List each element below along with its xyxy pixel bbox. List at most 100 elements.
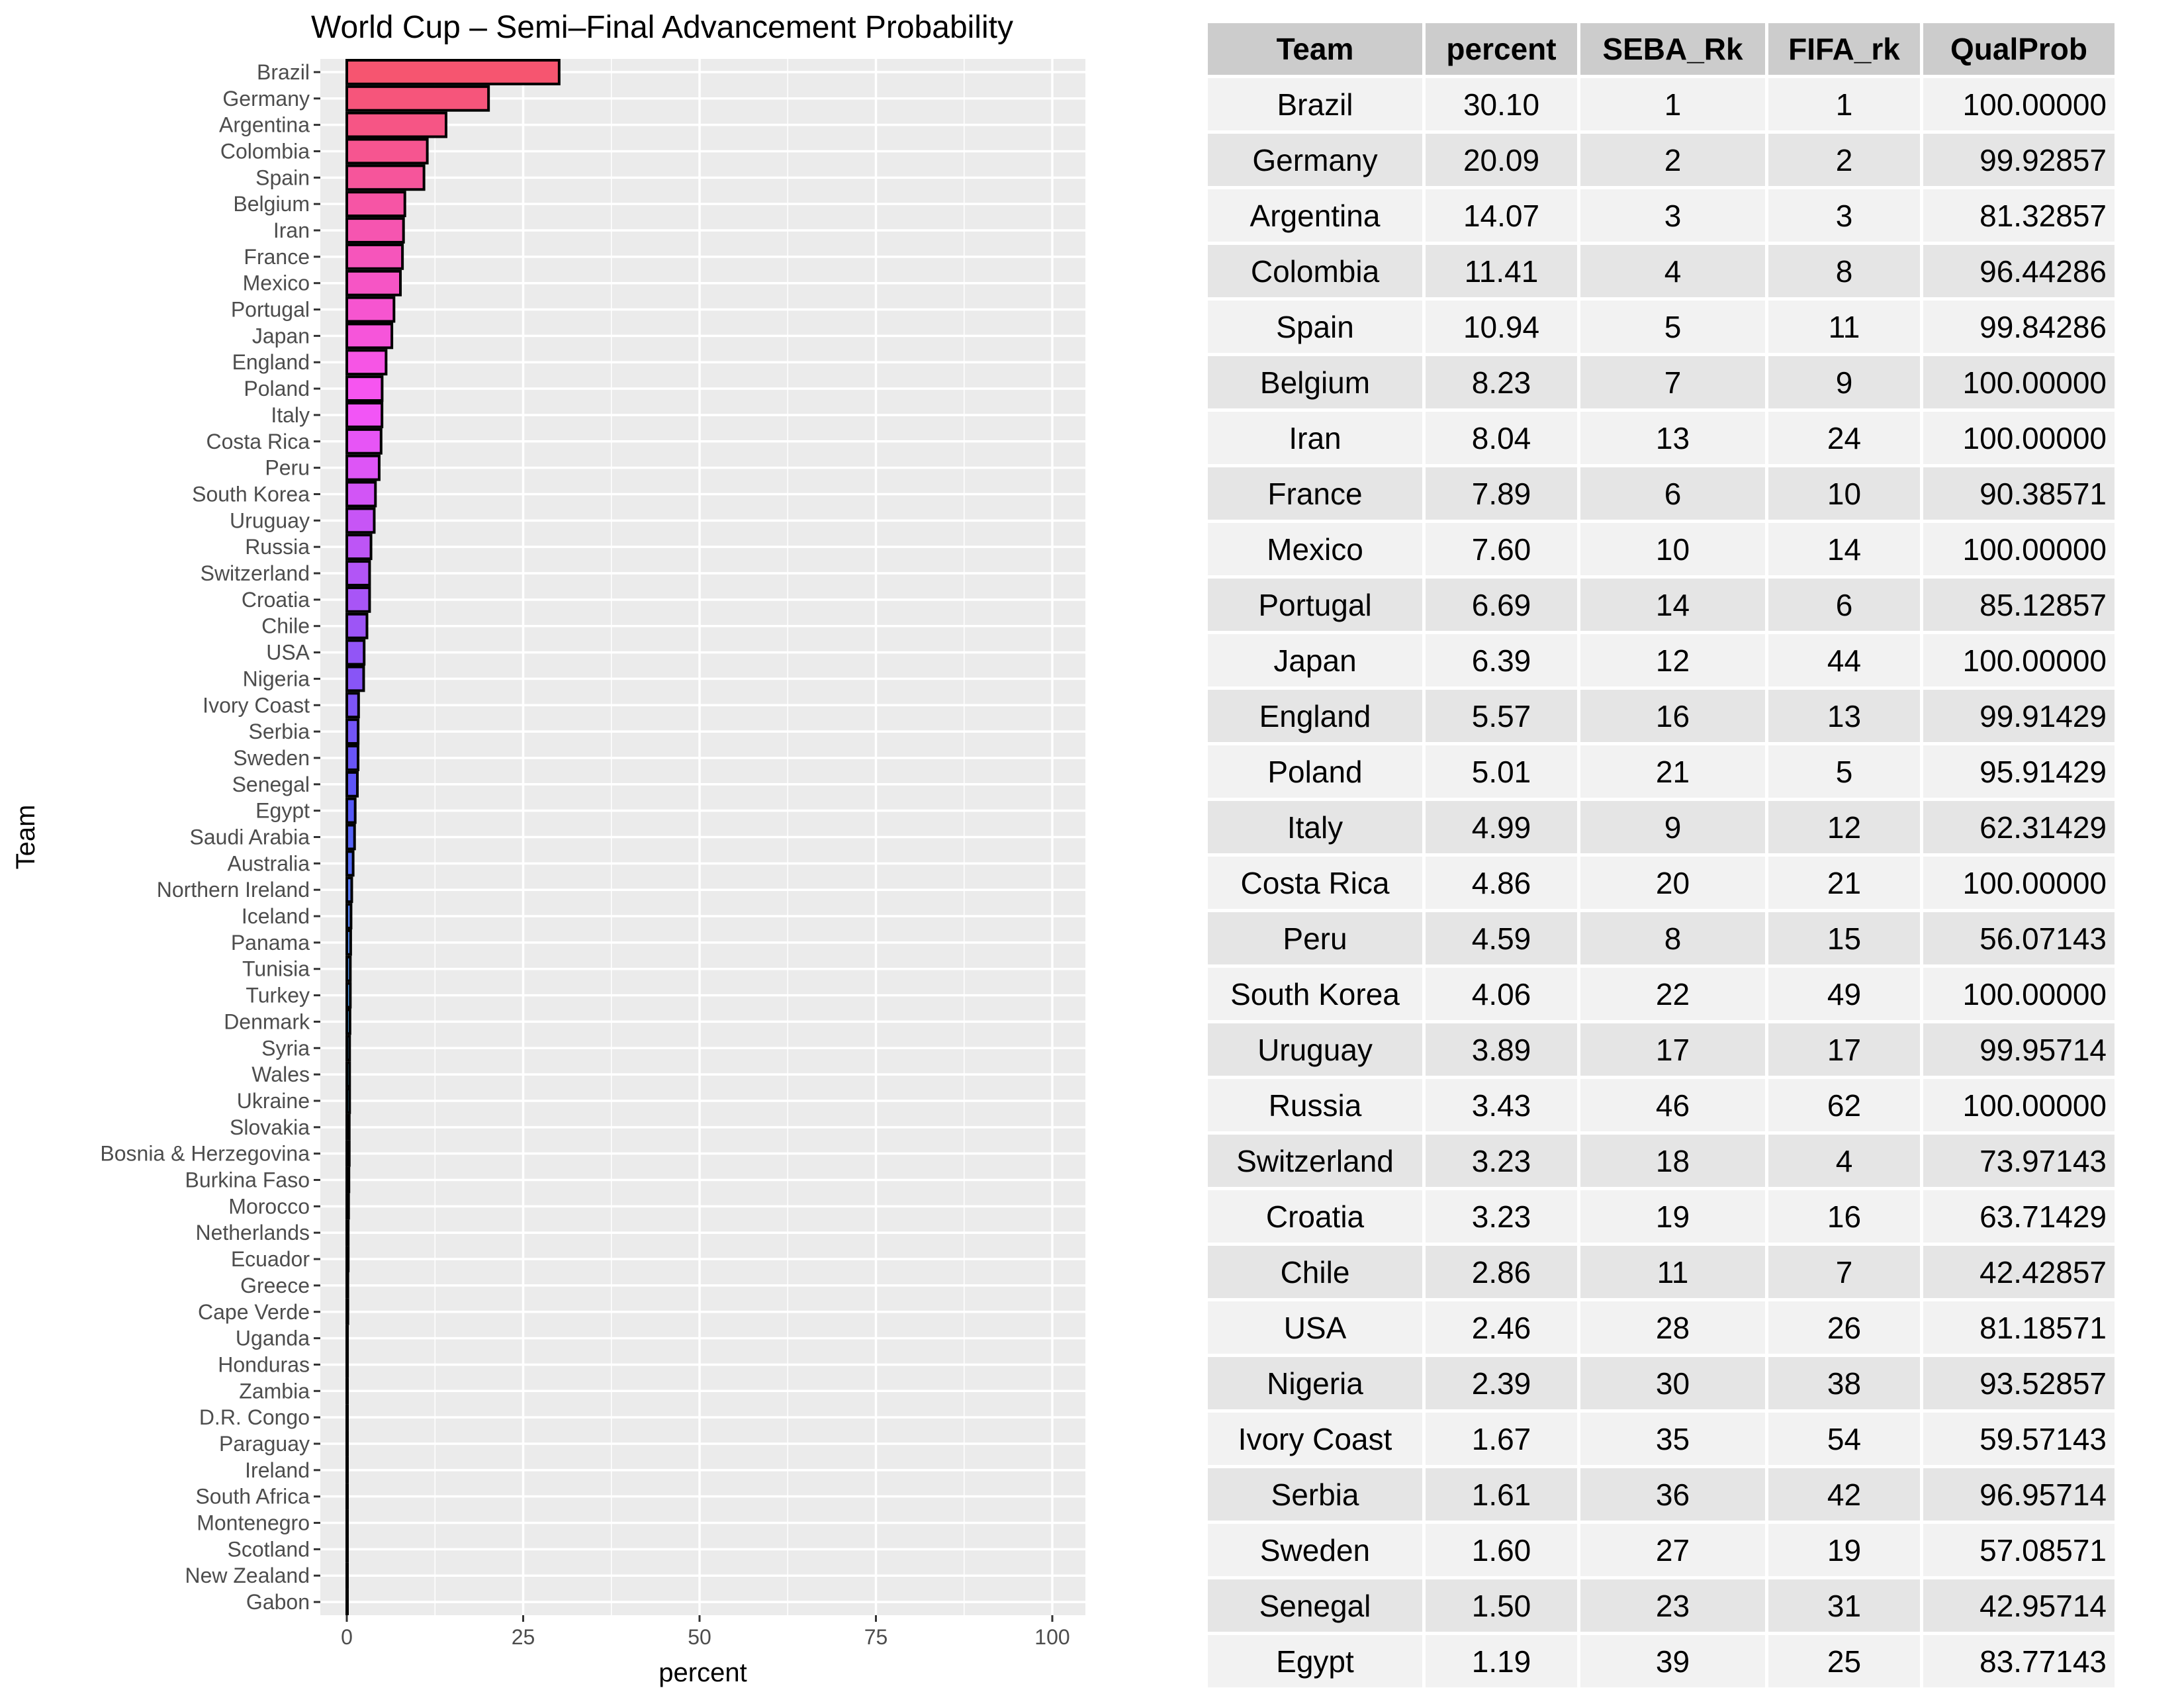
y-tick-label: Peru <box>265 456 310 480</box>
y-tick-label: Croatia <box>242 588 310 612</box>
table-cell: 1 <box>1580 78 1765 130</box>
bar <box>345 1061 351 1088</box>
table-cell: Italy <box>1208 801 1422 853</box>
x-tick-label: 50 <box>688 1625 711 1649</box>
table-cell: 8.04 <box>1426 412 1577 464</box>
table-cell: 14 <box>1580 579 1765 631</box>
table-cell: Switzerland <box>1208 1135 1422 1187</box>
bar <box>345 322 394 350</box>
table-cell: 20 <box>1580 857 1765 909</box>
table-cell: 7.60 <box>1426 523 1577 575</box>
table-cell: 27 <box>1580 1524 1765 1576</box>
table-cell: 99.84286 <box>1923 301 2115 353</box>
y-tick-label: Portugal <box>231 298 310 322</box>
table-cell: 8 <box>1768 245 1920 297</box>
table-cell: South Korea <box>1208 968 1422 1020</box>
y-tick-label: Honduras <box>218 1352 310 1376</box>
table-cell: Poland <box>1208 745 1422 798</box>
bar <box>345 639 366 666</box>
bar <box>345 296 396 323</box>
table-cell: Spain <box>1208 301 1422 353</box>
bar <box>345 1035 351 1062</box>
table-row: Iran 8.04 13 24 100.00000 <box>1208 412 2115 464</box>
table-row: Serbia 1.61 36 42 96.95714 <box>1208 1468 2115 1521</box>
table-cell: Ivory Coast <box>1208 1413 1422 1465</box>
bar <box>345 665 365 692</box>
table-cell: 59.57143 <box>1923 1413 2115 1465</box>
table-row: Spain 10.94 5 11 99.84286 <box>1208 301 2115 353</box>
bar <box>345 428 383 455</box>
table-cell: 24 <box>1768 412 1920 464</box>
table-cell: 8.23 <box>1426 356 1577 408</box>
y-tick-label: Japan <box>252 324 310 348</box>
table-cell: 28 <box>1580 1301 1765 1354</box>
table-cell: Uruguay <box>1208 1023 1422 1076</box>
y-tick-label: Colombia <box>220 139 310 163</box>
bar <box>345 138 429 165</box>
bar <box>345 771 359 798</box>
table-cell: 17 <box>1768 1023 1920 1076</box>
table-cell: 100.00000 <box>1923 968 2115 1020</box>
table-row: Ivory Coast 1.67 35 54 59.57143 <box>1208 1413 2115 1465</box>
y-tick-label: Italy <box>271 403 310 427</box>
table-cell: 44 <box>1768 634 1920 686</box>
table-cell: 9 <box>1580 801 1765 853</box>
y-tick-label: Spain <box>255 165 310 189</box>
table-cell: 4.06 <box>1426 968 1577 1020</box>
y-tick-label: D.R. Congo <box>199 1405 310 1429</box>
table-cell: 1.60 <box>1426 1524 1577 1576</box>
table-cell: 25 <box>1768 1635 1920 1687</box>
y-tick-label: South Korea <box>192 482 310 506</box>
y-tick-label: France <box>244 245 310 269</box>
table-cell: 73.97143 <box>1923 1135 2115 1187</box>
x-tick-label: 75 <box>864 1625 888 1649</box>
y-tick-label: Netherlands <box>195 1221 310 1244</box>
table-cell: 4 <box>1580 245 1765 297</box>
y-tick-label: Switzerland <box>201 561 310 585</box>
table-cell: 99.91429 <box>1923 690 2115 742</box>
table-cell: 13 <box>1580 412 1765 464</box>
bar <box>345 1166 351 1194</box>
table-cell: Sweden <box>1208 1524 1422 1576</box>
table-cell: 5.01 <box>1426 745 1577 798</box>
y-tick-label: Mexico <box>243 271 310 295</box>
bar <box>345 982 352 1009</box>
bar <box>345 349 388 376</box>
table-header-row: Team percent SEBA_Rk FIFA_rk QualProb <box>1208 23 2115 75</box>
table-cell: 3 <box>1768 189 1920 242</box>
table-row: South Korea 4.06 22 49 100.00000 <box>1208 968 2115 1020</box>
table-cell: 100.00000 <box>1923 412 2115 464</box>
table-cell: 1.61 <box>1426 1468 1577 1521</box>
column-header: Team <box>1208 23 1422 75</box>
table-cell: Costa Rica <box>1208 857 1422 909</box>
y-tick-label: Sweden <box>233 746 310 770</box>
table-cell: 10 <box>1768 467 1920 520</box>
table-cell: 42.95714 <box>1923 1579 2115 1632</box>
bar <box>345 1113 351 1141</box>
bar <box>345 955 352 982</box>
table-cell: 93.52857 <box>1923 1357 2115 1409</box>
table-cell: Mexico <box>1208 523 1422 575</box>
table-cell: 90.38571 <box>1923 467 2115 520</box>
bar <box>345 903 353 929</box>
y-tick-label: Saudi Arabia <box>190 825 310 849</box>
bar <box>345 1272 349 1299</box>
x-tick-label: 100 <box>1034 1625 1069 1649</box>
table-cell: 36 <box>1580 1468 1765 1521</box>
table-cell: 42 <box>1768 1468 1920 1521</box>
table-cell: 5.57 <box>1426 690 1577 742</box>
y-tick-label: Montenegro <box>197 1511 310 1535</box>
table-row: Senegal 1.50 23 31 42.95714 <box>1208 1579 2115 1632</box>
bar <box>345 85 490 112</box>
y-tick-label: Brazil <box>257 60 310 84</box>
bar <box>345 929 352 956</box>
bar <box>345 507 376 534</box>
y-tick-label: Germany <box>222 87 310 111</box>
y-tick-label: Senegal <box>232 773 310 796</box>
y-tick-label: Chile <box>261 614 310 638</box>
table-row: Brazil 30.10 1 1 100.00000 <box>1208 78 2115 130</box>
table-cell: 49 <box>1768 968 1920 1020</box>
table-cell: 30 <box>1580 1357 1765 1409</box>
